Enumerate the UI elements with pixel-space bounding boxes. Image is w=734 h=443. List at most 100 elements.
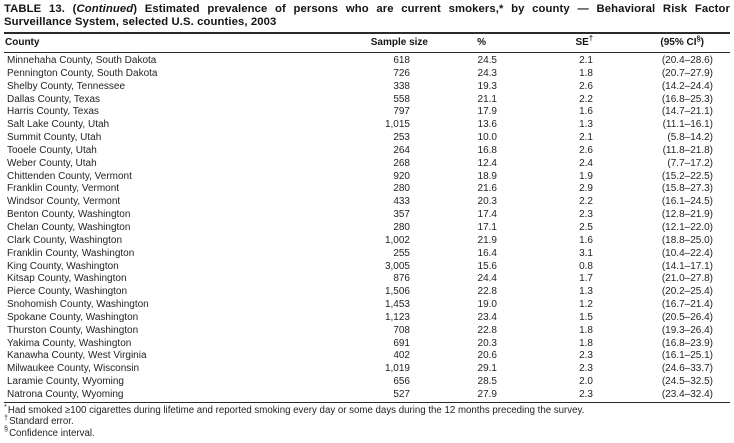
table-row: Kanawha County, West Virginia 402 20.6 2.3 (… [4, 350, 730, 363]
footnotes: *Had smoked ≥100 cigarettes during lifet… [4, 401, 730, 439]
table-title-line1: TABLE 13. (Continued) Estimated prevalen… [4, 3, 730, 16]
cell-se: 1.8 [579, 337, 593, 349]
cell-county: Clark County, Washington [7, 234, 123, 246]
cell-se: 2.3 [579, 350, 593, 362]
cell-sample-size: 253 [393, 132, 410, 144]
cell-se: 2.2 [579, 93, 593, 105]
cell-ci: (16.1–24.5) [661, 196, 713, 208]
cell-percent: 27.9 [477, 388, 497, 400]
section-footnote-mark: § [4, 424, 9, 434]
cell-ci: (18.8–25.0) [661, 234, 713, 246]
cell-ci: (15.8–27.3) [661, 183, 713, 195]
table-row: Chittenden County, Vermont 920 18.9 1.9 (15.… [4, 171, 730, 184]
asterisk-footnote-mark: * [4, 401, 7, 411]
cell-county: Weber County, Utah [7, 157, 97, 169]
cell-ci: (12.1–22.0) [661, 221, 713, 233]
cell-sample-size: 268 [393, 157, 410, 169]
cell-se: 2.4 [579, 157, 593, 169]
cell-se: 1.6 [579, 234, 593, 246]
cell-county: Chittenden County, Vermont [7, 170, 132, 182]
cell-county: Franklin County, Washington [7, 247, 135, 259]
table-title: TABLE 13. (Continued) Estimated prevalen… [4, 3, 730, 29]
cell-percent: 28.5 [477, 376, 497, 388]
cell-se: 2.5 [579, 221, 593, 233]
col-header-percent: % [440, 32, 510, 53]
cell-county: Thurston County, Washington [7, 324, 139, 336]
col-header-se: SE† [510, 32, 606, 53]
cell-se: 1.2 [579, 299, 593, 311]
cell-sample-size: 1,123 [384, 311, 410, 323]
cell-county: Benton County, Washington [7, 209, 131, 221]
cell-ci: (20.2–25.4) [661, 286, 713, 298]
cell-sample-size: 1,015 [384, 119, 410, 131]
cell-ci: (16.8–23.9) [661, 337, 713, 349]
cell-county: Snohomish County, Washington [7, 299, 149, 311]
cell-percent: 19.0 [477, 299, 497, 311]
section-footnote-mark: § [696, 33, 701, 43]
cell-county: Natrona County, Wyoming [7, 388, 124, 400]
cell-sample-size: 876 [393, 273, 410, 285]
cell-sample-size: 618 [393, 55, 410, 66]
cell-ci: (11.8–21.8) [662, 144, 713, 156]
cell-percent: 17.9 [477, 106, 497, 118]
cell-percent: 17.4 [477, 209, 497, 221]
cell-ci: (16.8–25.3) [661, 93, 713, 105]
table-row: Dallas County, Texas 558 21.1 2.2 (16.8–25.3… [4, 94, 730, 107]
cell-county: Chelan County, Washington [7, 221, 131, 233]
table-row: Pennington County, South Dakota 726 24.3 1.… [4, 68, 730, 81]
cell-sample-size: 527 [393, 388, 410, 400]
table-row: Windsor County, Vermont 433 20.3 2.2 (16.1–2… [4, 196, 730, 209]
cell-county: Kanawha County, West Virginia [7, 350, 147, 362]
cell-percent: 23.4 [477, 311, 497, 323]
cell-percent: 22.8 [477, 324, 497, 336]
cell-county: Tooele County, Utah [7, 144, 97, 156]
table-row: King County, Washington 3,005 15.6 0.8 (14.1… [4, 261, 730, 274]
footnote-smoker-definition: *Had smoked ≥100 cigarettes during lifet… [4, 401, 730, 416]
cell-ci: (20.7–27.9) [661, 67, 713, 79]
table-row: Shelby County, Tennessee 338 19.3 2.6 (14.2–… [4, 81, 730, 94]
cell-sample-size: 691 [393, 337, 410, 349]
cell-sample-size: 433 [393, 196, 410, 208]
cell-sample-size: 656 [393, 376, 410, 388]
footnote-standard-error: †Standard error. [4, 412, 730, 428]
cell-county: Salt Lake County, Utah [7, 119, 110, 131]
footnote-text: Confidence interval. [9, 427, 95, 439]
footnote-text: Standard error. [9, 416, 74, 428]
table-row: Snohomish County, Washington 1,453 19.0 1.2… [4, 299, 730, 312]
cell-county: Summit County, Utah [7, 132, 102, 144]
footnote-confidence-interval: §Confidence interval. [4, 425, 730, 439]
table-row: Franklin County, Vermont 280 21.6 2.9 (15.8–… [4, 183, 730, 196]
cell-county: Harris County, Texas [7, 106, 99, 118]
table-row: Weber County, Utah 268 12.4 2.4 (7.7–17.2) [4, 158, 730, 171]
col-header-ci: (95% CI§) [606, 32, 730, 53]
prevalence-table: County Sample size % SE† (95% CI§) Minne… [4, 32, 730, 403]
cell-se: 1.7 [579, 273, 593, 285]
cell-se: 2.6 [579, 80, 593, 92]
cell-sample-size: 726 [393, 67, 410, 79]
cell-ci: (23.4–32.4) [661, 388, 713, 400]
cell-county: Pierce County, Washington [7, 286, 128, 298]
table-row: Natrona County, Wyoming 527 27.9 2.3 (23.4–3… [4, 389, 730, 402]
cell-percent: 15.6 [477, 260, 497, 272]
table-row: Salt Lake County, Utah 1,015 13.6 1.3 (11.1–… [4, 119, 730, 132]
table-body: Minnehaha County, South Dakota 618 24.5 2.1… [4, 53, 730, 403]
cell-county: Laramie County, Wyoming [7, 376, 124, 388]
table-row: Pierce County, Washington 1,506 22.8 1.3 (20… [4, 286, 730, 299]
cell-ci: (16.7–21.4) [661, 299, 713, 311]
cell-county: Franklin County, Vermont [7, 183, 120, 195]
cell-ci: (20.5–26.4) [661, 311, 713, 323]
cell-ci: (11.1–16.1) [662, 119, 713, 131]
cell-county: Spokane County, Washington [7, 311, 139, 323]
cell-sample-size: 797 [393, 106, 410, 118]
cell-sample-size: 280 [393, 221, 410, 233]
dagger-footnote-mark: † [4, 412, 9, 422]
cell-county: Yakima County, Washington [7, 337, 132, 349]
title-prefix: TABLE 13. ( [4, 3, 77, 15]
table-row: Milwaukee County, Wisconsin 1,019 29.1 2.3 (… [4, 363, 730, 376]
cell-percent: 20.3 [477, 337, 497, 349]
cell-ci: (21.0–27.8) [661, 273, 713, 285]
cell-county: Minnehaha County, South Dakota [7, 55, 157, 66]
footnote-text: Had smoked ≥100 cigarettes during lifeti… [7, 404, 585, 416]
cell-percent: 24.3 [477, 67, 497, 79]
